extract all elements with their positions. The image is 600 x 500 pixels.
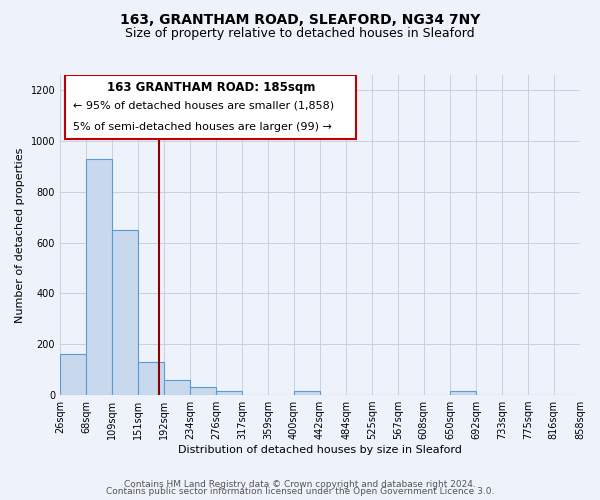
FancyBboxPatch shape bbox=[65, 75, 356, 139]
Bar bbox=[164, 380, 190, 395]
Bar bbox=[216, 392, 242, 395]
Bar bbox=[112, 230, 138, 395]
Bar bbox=[60, 354, 86, 395]
Bar bbox=[294, 392, 320, 395]
Bar bbox=[190, 388, 216, 395]
Bar bbox=[138, 362, 164, 395]
Text: 5% of semi-detached houses are larger (99) →: 5% of semi-detached houses are larger (9… bbox=[73, 122, 332, 132]
Text: Contains public sector information licensed under the Open Government Licence 3.: Contains public sector information licen… bbox=[106, 488, 494, 496]
Text: 163 GRANTHAM ROAD: 185sqm: 163 GRANTHAM ROAD: 185sqm bbox=[107, 82, 315, 94]
Bar bbox=[450, 392, 476, 395]
Text: 163, GRANTHAM ROAD, SLEAFORD, NG34 7NY: 163, GRANTHAM ROAD, SLEAFORD, NG34 7NY bbox=[120, 12, 480, 26]
X-axis label: Distribution of detached houses by size in Sleaford: Distribution of detached houses by size … bbox=[178, 445, 462, 455]
Text: ← 95% of detached houses are smaller (1,858): ← 95% of detached houses are smaller (1,… bbox=[73, 100, 334, 110]
Y-axis label: Number of detached properties: Number of detached properties bbox=[15, 148, 25, 322]
Text: Size of property relative to detached houses in Sleaford: Size of property relative to detached ho… bbox=[125, 28, 475, 40]
Bar bbox=[86, 159, 112, 395]
Text: Contains HM Land Registry data © Crown copyright and database right 2024.: Contains HM Land Registry data © Crown c… bbox=[124, 480, 476, 489]
